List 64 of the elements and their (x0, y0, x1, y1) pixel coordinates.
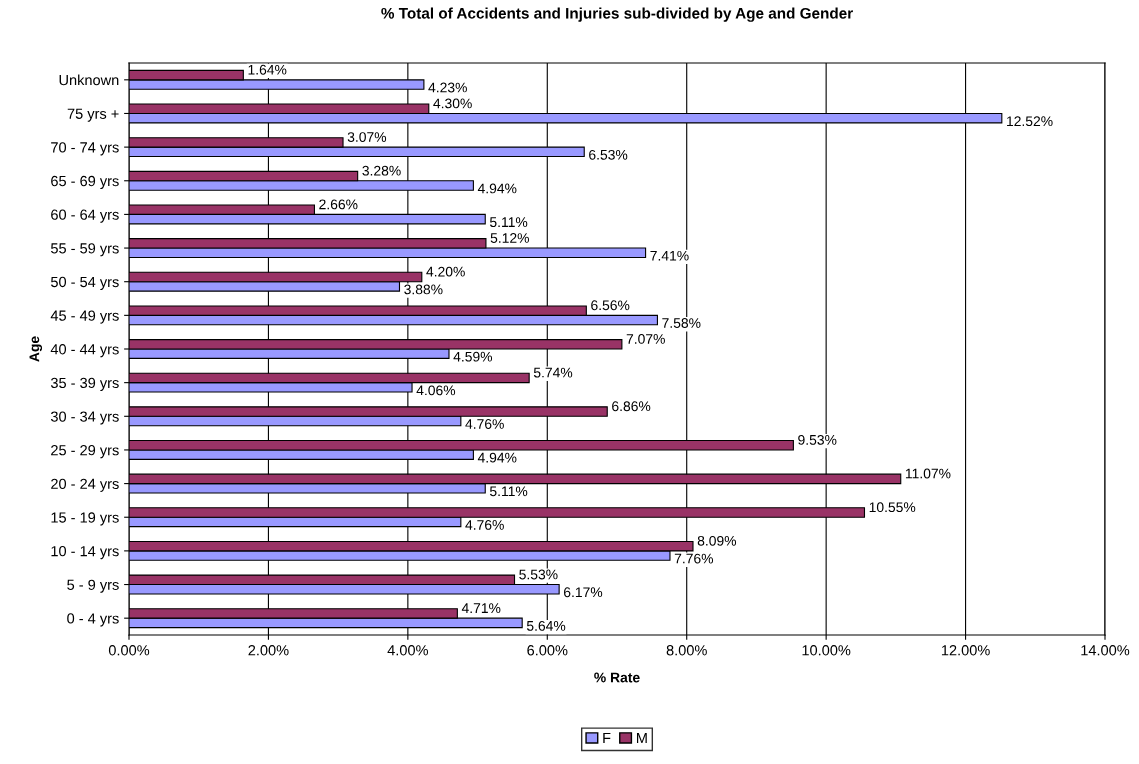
data-label: 7.41% (650, 250, 689, 261)
y-tick-label: 20 - 24 yrs (51, 478, 119, 492)
y-tick-label: 75 yrs + (67, 108, 119, 122)
data-label: 6.86% (612, 401, 651, 412)
y-tick-label: 0 - 4 yrs (67, 613, 119, 627)
data-label: 4.94% (477, 452, 517, 463)
data-label: 5.11% (489, 217, 528, 228)
data-label: 10.55% (869, 502, 916, 513)
x-tick-label: 6.00% (527, 645, 568, 656)
y-tick-label: 15 - 19 yrs (51, 512, 119, 526)
data-label: 5.74% (533, 367, 573, 378)
chart-title: % Total of Accidents and Injuries sub-divided by Age and Gender (381, 7, 853, 22)
data-label: 2.66% (319, 199, 358, 210)
y-tick-label: Unknown (59, 74, 119, 86)
x-tick-label: 10.00% (802, 645, 851, 656)
data-label: 9.53% (798, 434, 837, 445)
data-label: 5.12% (490, 233, 529, 243)
y-tick-label: 5 - 9 yrs (67, 579, 119, 593)
x-tick-label: 14.00% (1081, 645, 1130, 656)
data-label: 1.64% (248, 64, 287, 75)
x-tick-label: 4.00% (387, 645, 429, 656)
y-tick-label: 40 - 44 yrs (50, 344, 119, 358)
data-label: 8.09% (697, 535, 737, 546)
x-axis-title: % Rate (594, 672, 640, 683)
data-label: 4.30% (433, 98, 472, 109)
data-label: 7.58% (662, 318, 701, 328)
data-label: 4.76% (465, 419, 504, 429)
data-label: 12.52% (1007, 116, 1053, 127)
data-label: 5.64% (526, 620, 566, 631)
data-label: 5.53% (519, 569, 558, 580)
y-tick-label: 30 - 34 yrs (50, 411, 119, 425)
data-label: 6.53% (589, 149, 628, 160)
y-tick-label: 60 - 64 yrs (51, 209, 119, 223)
x-tick-label: 12.00% (941, 645, 990, 656)
data-label: 6.56% (591, 300, 630, 311)
legend-label: F (603, 733, 611, 744)
data-label: 7.07% (626, 334, 665, 344)
data-label: 4.71% (461, 603, 501, 613)
y-axis-title: Age (29, 336, 43, 362)
x-tick-label: 2.00% (248, 645, 289, 656)
y-tick-label: 65 - 69 yrs (51, 175, 119, 190)
data-label: 4.94% (477, 183, 517, 194)
data-label: 3.07% (347, 132, 387, 142)
data-label: 6.17% (564, 587, 603, 598)
x-tick-label: 0.00% (108, 645, 150, 656)
data-label: 3.88% (404, 284, 443, 295)
data-label: 11.07% (905, 468, 951, 479)
y-tick-label: 50 - 54 yrs (50, 276, 119, 291)
y-tick-label: 10 - 14 yrs (51, 545, 119, 560)
data-label: 3.28% (362, 165, 401, 176)
data-label: 4.06% (416, 385, 456, 396)
y-tick-label: 45 - 49 yrs (50, 310, 119, 324)
data-label: 4.76% (465, 520, 504, 530)
x-tick-label: 8.00% (666, 645, 707, 656)
y-tick-label: 35 - 39 yrs (50, 377, 119, 391)
data-label: 5.11% (489, 486, 528, 497)
data-label: 4.23% (428, 82, 467, 93)
legend-label: M (636, 733, 647, 744)
data-label: 4.20% (426, 266, 465, 277)
y-tick-label: 70 - 74 yrs (51, 142, 119, 156)
y-tick-label: 55 - 59 yrs (50, 243, 119, 257)
data-label: 7.76% (674, 553, 714, 564)
y-tick-label: 25 - 29 yrs (51, 445, 119, 459)
data-label: 4.59% (453, 351, 493, 362)
